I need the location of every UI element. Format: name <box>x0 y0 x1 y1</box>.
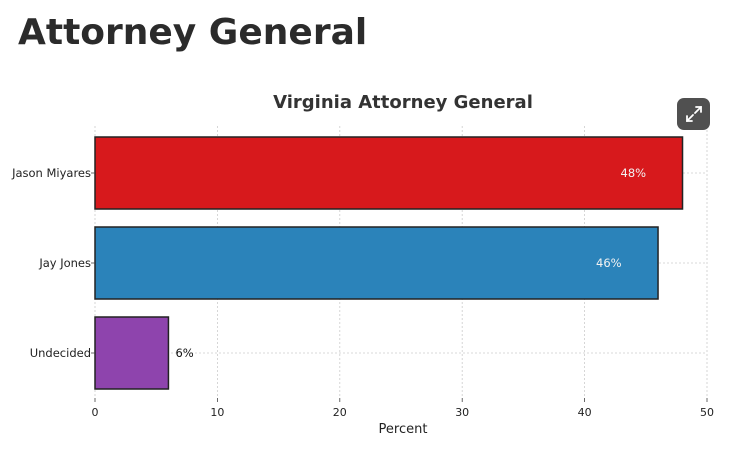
x-axis: 0 10 20 30 40 50 <box>92 398 714 419</box>
y-axis: Jason Miyares Jay Jones Undecided <box>11 166 95 360</box>
expand-button[interactable] <box>677 98 710 130</box>
value-labels: 48% 46% 6% <box>175 166 646 360</box>
x-axis-label: Percent <box>379 422 428 437</box>
x-tick-label: 10 <box>210 406 224 419</box>
y-tick-label: Jason Miyares <box>11 166 91 180</box>
value-label: 46% <box>596 256 622 270</box>
bar-2 <box>94 316 170 390</box>
bar-0 <box>94 136 684 210</box>
chart-title: Virginia Attorney General <box>273 92 533 113</box>
y-tick-label: Jay Jones <box>38 256 91 270</box>
value-label: 48% <box>621 166 647 180</box>
x-tick-label: 50 <box>700 406 714 419</box>
x-tick-label: 0 <box>92 406 99 419</box>
y-tick-label: Undecided <box>30 346 91 360</box>
page-title: Attorney General <box>18 12 368 53</box>
expand-arrows-icon <box>685 105 703 123</box>
bar-1 <box>94 226 659 300</box>
bars <box>94 136 684 390</box>
x-tick-label: 20 <box>333 406 347 419</box>
x-tick-label: 30 <box>455 406 469 419</box>
x-tick-label: 40 <box>578 406 592 419</box>
value-label: 6% <box>175 346 193 360</box>
